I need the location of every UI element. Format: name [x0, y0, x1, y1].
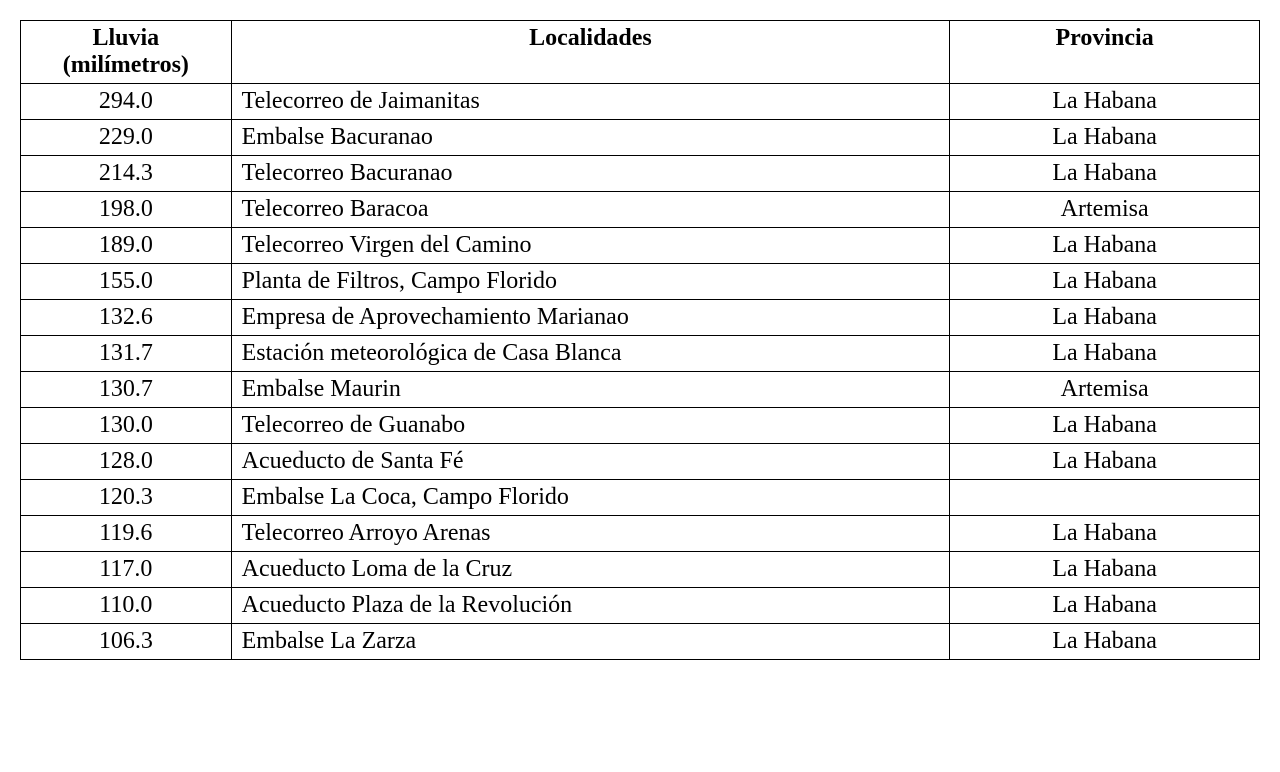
- cell-locality: Telecorreo Virgen del Camino: [231, 228, 950, 264]
- table-row: 128.0Acueducto de Santa FéLa Habana: [21, 444, 1260, 480]
- cell-province: La Habana: [950, 228, 1260, 264]
- table-row: 106.3Embalse La ZarzaLa Habana: [21, 624, 1260, 660]
- cell-locality: Telecorreo de Jaimanitas: [231, 84, 950, 120]
- cell-locality: Telecorreo Arroyo Arenas: [231, 516, 950, 552]
- cell-province: [950, 480, 1260, 516]
- table-row: 132.6Empresa de Aprovechamiento Marianao…: [21, 300, 1260, 336]
- table-row: 214.3Telecorreo BacuranaoLa Habana: [21, 156, 1260, 192]
- cell-locality: Estación meteorológica de Casa Blanca: [231, 336, 950, 372]
- table-row: 110.0Acueducto Plaza de la RevoluciónLa …: [21, 588, 1260, 624]
- cell-rain: 130.0: [21, 408, 232, 444]
- table-row: 198.0Telecorreo BaracoaArtemisa: [21, 192, 1260, 228]
- cell-rain: 128.0: [21, 444, 232, 480]
- table-row: 130.0Telecorreo de GuanaboLa Habana: [21, 408, 1260, 444]
- cell-province: La Habana: [950, 120, 1260, 156]
- cell-locality: Embalse La Coca, Campo Florido: [231, 480, 950, 516]
- cell-province: La Habana: [950, 624, 1260, 660]
- cell-locality: Telecorreo de Guanabo: [231, 408, 950, 444]
- cell-locality: Embalse La Zarza: [231, 624, 950, 660]
- cell-locality: Embalse Bacuranao: [231, 120, 950, 156]
- table-row: 120.3Embalse La Coca, Campo Florido: [21, 480, 1260, 516]
- table-header-row: Lluvia (milímetros) Localidades Provinci…: [21, 21, 1260, 84]
- col-header-rain: Lluvia (milímetros): [21, 21, 232, 84]
- table-row: 229.0Embalse BacuranaoLa Habana: [21, 120, 1260, 156]
- cell-province: La Habana: [950, 300, 1260, 336]
- table-body: 294.0Telecorreo de JaimanitasLa Habana22…: [21, 84, 1260, 660]
- cell-locality: Embalse Maurin: [231, 372, 950, 408]
- cell-rain: 119.6: [21, 516, 232, 552]
- cell-rain: 155.0: [21, 264, 232, 300]
- cell-rain: 229.0: [21, 120, 232, 156]
- cell-rain: 120.3: [21, 480, 232, 516]
- table-row: 294.0Telecorreo de JaimanitasLa Habana: [21, 84, 1260, 120]
- cell-province: La Habana: [950, 588, 1260, 624]
- table-row: 130.7Embalse MaurinArtemisa: [21, 372, 1260, 408]
- cell-province: La Habana: [950, 264, 1260, 300]
- cell-province: Artemisa: [950, 192, 1260, 228]
- col-header-rain-line1: Lluvia: [92, 25, 159, 51]
- cell-rain: 131.7: [21, 336, 232, 372]
- cell-locality: Planta de Filtros, Campo Florido: [231, 264, 950, 300]
- table-row: 155.0Planta de Filtros, Campo FloridoLa …: [21, 264, 1260, 300]
- cell-rain: 106.3: [21, 624, 232, 660]
- cell-locality: Acueducto de Santa Fé: [231, 444, 950, 480]
- cell-province: La Habana: [950, 336, 1260, 372]
- cell-locality: Acueducto Plaza de la Revolución: [231, 588, 950, 624]
- cell-locality: Telecorreo Baracoa: [231, 192, 950, 228]
- cell-rain: 198.0: [21, 192, 232, 228]
- cell-province: La Habana: [950, 516, 1260, 552]
- cell-province: La Habana: [950, 84, 1260, 120]
- cell-locality: Empresa de Aprovechamiento Marianao: [231, 300, 950, 336]
- cell-rain: 214.3: [21, 156, 232, 192]
- cell-province: La Habana: [950, 156, 1260, 192]
- cell-locality: Acueducto Loma de la Cruz: [231, 552, 950, 588]
- cell-rain: 117.0: [21, 552, 232, 588]
- col-header-province: Provincia: [950, 21, 1260, 84]
- rainfall-table: Lluvia (milímetros) Localidades Provinci…: [20, 20, 1260, 660]
- cell-province: Artemisa: [950, 372, 1260, 408]
- cell-province: La Habana: [950, 408, 1260, 444]
- cell-rain: 132.6: [21, 300, 232, 336]
- table-row: 131.7Estación meteorológica de Casa Blan…: [21, 336, 1260, 372]
- cell-locality: Telecorreo Bacuranao: [231, 156, 950, 192]
- cell-province: La Habana: [950, 444, 1260, 480]
- table-row: 117.0Acueducto Loma de la CruzLa Habana: [21, 552, 1260, 588]
- table-row: 119.6Telecorreo Arroyo ArenasLa Habana: [21, 516, 1260, 552]
- cell-province: La Habana: [950, 552, 1260, 588]
- cell-rain: 189.0: [21, 228, 232, 264]
- col-header-rain-line2: (milímetros): [63, 52, 189, 78]
- col-header-locality: Localidades: [231, 21, 950, 84]
- table-row: 189.0Telecorreo Virgen del CaminoLa Haba…: [21, 228, 1260, 264]
- cell-rain: 294.0: [21, 84, 232, 120]
- cell-rain: 110.0: [21, 588, 232, 624]
- cell-rain: 130.7: [21, 372, 232, 408]
